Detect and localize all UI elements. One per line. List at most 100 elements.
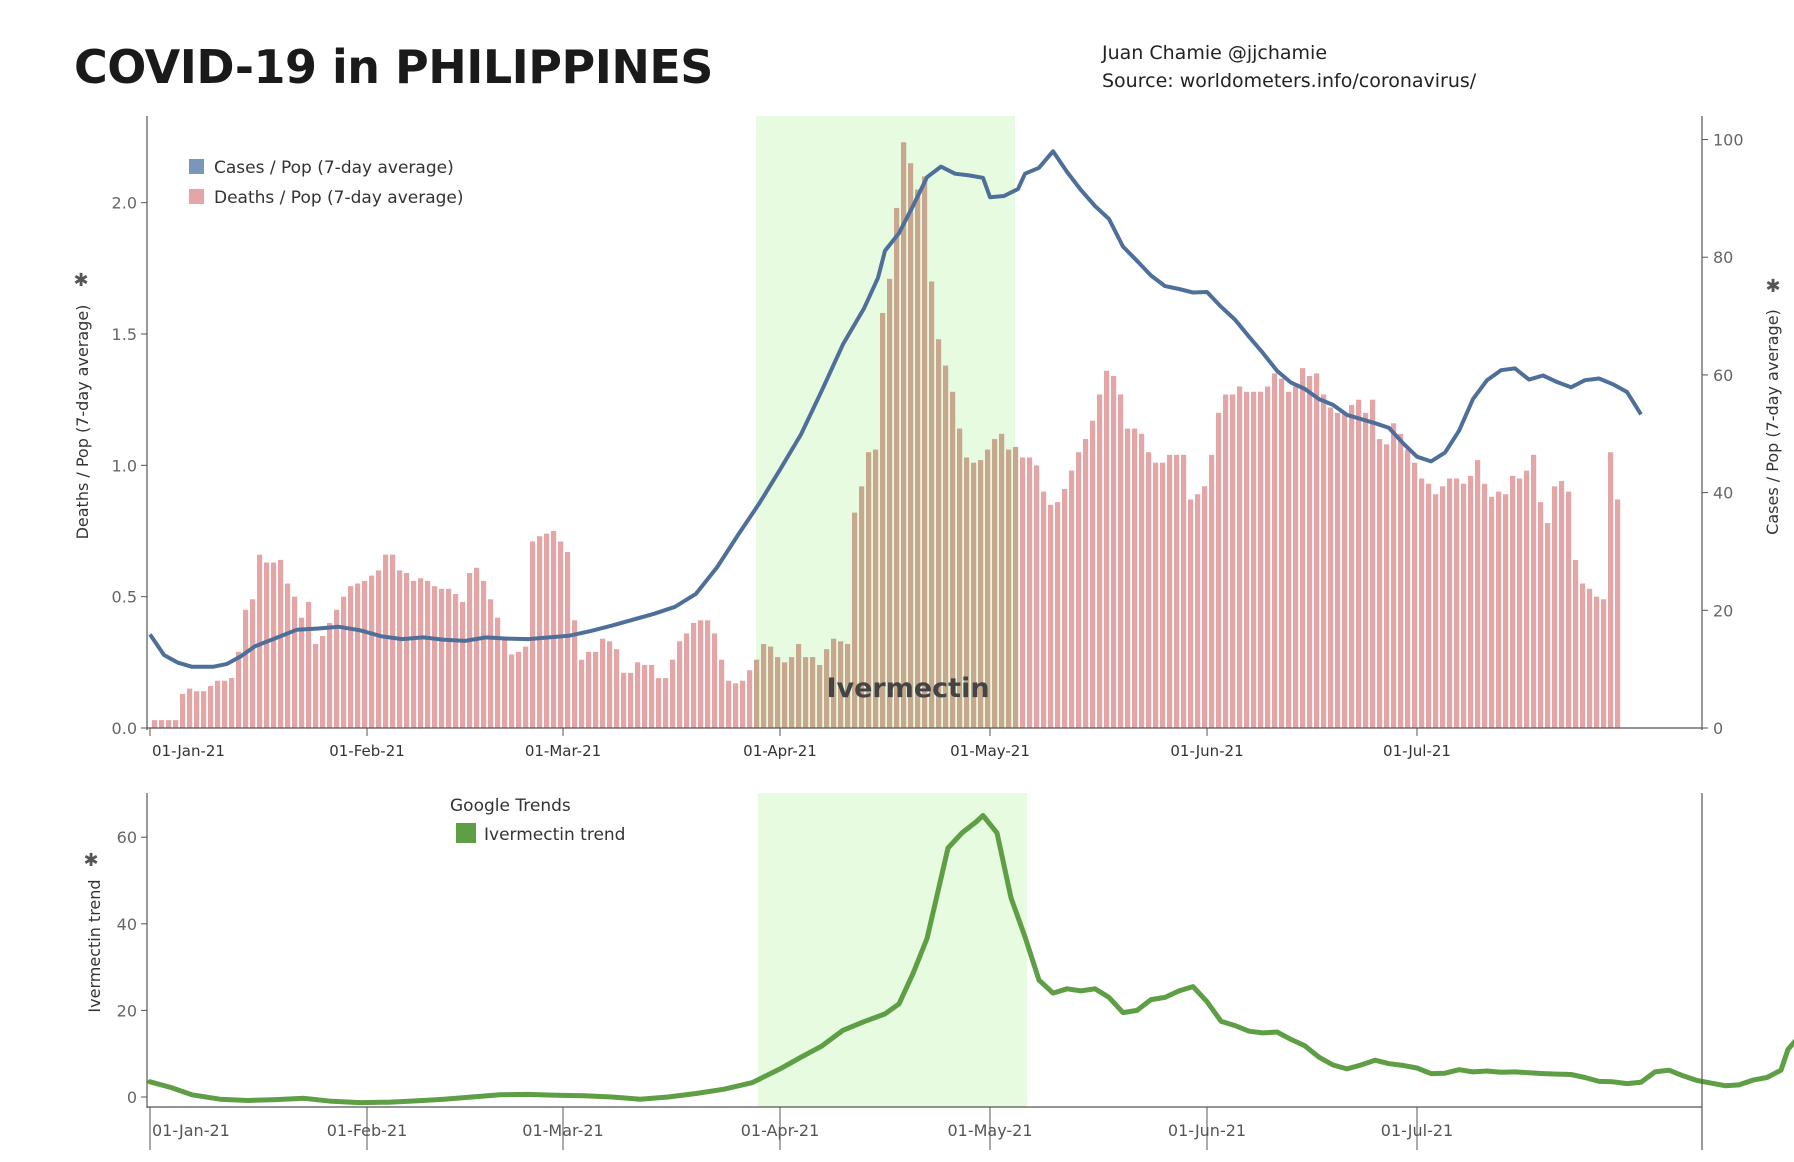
death-bar: [1573, 559, 1579, 728]
death-bar: [390, 554, 396, 728]
death-bar: [628, 672, 634, 728]
death-bar: [229, 678, 235, 728]
page-title: COVID-19 in PHILIPPINES: [74, 40, 713, 94]
death-bar: [1083, 439, 1089, 728]
death-bar: [740, 680, 746, 728]
death-bar: [159, 720, 165, 728]
death-bar: [509, 654, 515, 728]
death-bar: [152, 720, 158, 728]
x-tick-label: 01-Jul-21: [1381, 1121, 1453, 1140]
death-bar: [1160, 462, 1166, 728]
death-bar: [285, 583, 291, 728]
right-tick-label: 0: [1713, 719, 1723, 738]
death-bar: [838, 641, 844, 728]
deaths-legend-label: Deaths / Pop (7-day average): [214, 188, 464, 208]
x-tick-label: 01-Jun-21: [1168, 1121, 1246, 1140]
death-bar: [544, 533, 550, 728]
death-bar: [1314, 373, 1320, 728]
cases-legend-label: Cases / Pop (7-day average): [214, 158, 454, 178]
death-bar: [1594, 596, 1600, 728]
death-bar: [1258, 391, 1264, 728]
death-bar: [803, 657, 809, 728]
death-bar: [712, 633, 718, 728]
trend-legend-title: Google Trends: [450, 796, 571, 816]
death-bar: [1062, 488, 1068, 728]
death-bar: [1545, 523, 1551, 728]
x-tick-label: 01-Apr-21: [741, 1121, 820, 1140]
death-bar: [621, 672, 627, 728]
death-bar: [1167, 454, 1173, 728]
death-bar: [1363, 412, 1369, 728]
death-bar: [880, 312, 886, 728]
left-axis-ticks: 0.0 0.5 1.0 1.5 2.0: [112, 194, 147, 738]
left-tick-label: 0.0: [112, 719, 137, 738]
death-bar: [327, 622, 333, 728]
death-bar: [397, 570, 403, 728]
death-bar: [642, 664, 648, 728]
pin-icon: ✱: [1765, 276, 1780, 297]
death-bar: [915, 189, 921, 729]
left-tick-label: 40: [117, 915, 137, 934]
death-bar: [677, 641, 683, 728]
death-bar: [565, 552, 571, 728]
death-bar: [1426, 483, 1432, 728]
death-bar: [1237, 386, 1243, 728]
death-bar: [341, 596, 347, 728]
right-tick-label: 20: [1713, 601, 1733, 620]
left-tick-label: 1.0: [112, 456, 137, 475]
death-bar: [1398, 433, 1404, 728]
death-bar: [1293, 386, 1299, 728]
death-bar: [1405, 449, 1411, 728]
death-bar: [166, 720, 172, 728]
death-bar: [810, 657, 816, 728]
death-bar: [1496, 491, 1502, 728]
death-bar: [649, 664, 655, 728]
death-bar: [362, 580, 368, 728]
cases-legend-swatch: [189, 159, 204, 174]
right-axis-ticks: 0 20 40 60 80 100: [1702, 131, 1744, 738]
death-bar: [1153, 462, 1159, 728]
death-bar: [1020, 457, 1026, 728]
pin-icon: ✱: [83, 850, 98, 871]
death-bar: [257, 554, 263, 728]
x-tick-label: 01-May-21: [950, 742, 1030, 760]
right-tick-label: 60: [1713, 366, 1733, 385]
death-bar: [306, 601, 312, 728]
x-tick-label: 01-Mar-21: [522, 1121, 603, 1140]
death-bar: [775, 657, 781, 728]
death-bar: [1391, 423, 1397, 728]
death-bar: [698, 620, 704, 728]
death-bar: [1181, 454, 1187, 728]
death-bar: [1230, 394, 1236, 728]
death-bar: [1566, 491, 1572, 728]
death-bar: [824, 649, 830, 728]
death-bar: [901, 142, 907, 728]
left-tick-label: 20: [117, 1001, 137, 1020]
right-tick-label: 80: [1713, 248, 1733, 267]
death-bar: [1055, 502, 1061, 728]
death-bar: [1118, 394, 1124, 728]
death-bar: [1013, 446, 1019, 728]
death-bar: [1006, 449, 1012, 728]
death-bar: [943, 365, 949, 728]
death-bar: [383, 554, 389, 728]
death-bar: [488, 599, 494, 728]
death-bar: [1433, 494, 1439, 728]
death-bar: [593, 651, 599, 728]
death-bar: [852, 512, 858, 728]
death-bar: [733, 683, 739, 728]
death-bar: [1286, 391, 1292, 728]
death-bar: [1076, 452, 1082, 728]
death-bar: [1069, 470, 1075, 728]
death-bar: [1265, 386, 1271, 728]
x-tick-label: 01-Mar-21: [525, 742, 601, 760]
death-bar: [271, 562, 277, 728]
trend-axis-label: Ivermectin trend: [85, 879, 104, 1012]
trend-legend-label: Ivermectin trend: [484, 825, 625, 845]
left-tick-label: 2.0: [112, 194, 137, 213]
death-bar: [495, 617, 501, 728]
death-bar: [1188, 499, 1194, 728]
death-bar: [656, 678, 662, 728]
ivermectin-highlight-band: [758, 793, 1027, 1107]
left-axis-label: Deaths / Pop (7-day average): [73, 305, 92, 540]
